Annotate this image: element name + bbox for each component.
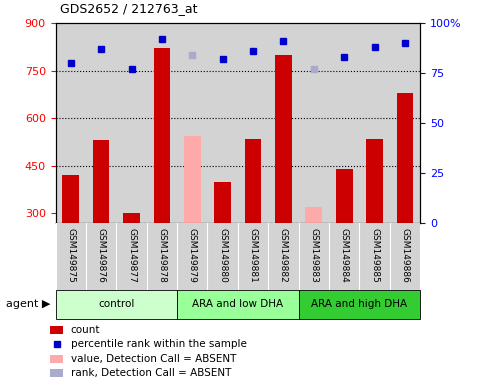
Text: GSM149885: GSM149885 (370, 228, 379, 283)
Bar (123, 213, 140, 223)
Text: rank, Detection Call = ABSENT: rank, Detection Call = ABSENT (71, 368, 231, 378)
Text: control: control (98, 299, 134, 310)
Bar (397, 93, 413, 223)
FancyBboxPatch shape (298, 290, 420, 319)
Text: agent ▶: agent ▶ (6, 299, 51, 310)
Bar (50, 369, 63, 377)
FancyBboxPatch shape (56, 290, 177, 319)
Bar (305, 207, 322, 223)
Bar (184, 136, 200, 223)
Text: ARA and high DHA: ARA and high DHA (312, 299, 408, 310)
Text: GSM149879: GSM149879 (188, 228, 197, 283)
Text: GDS2652 / 212763_at: GDS2652 / 212763_at (60, 2, 198, 15)
FancyBboxPatch shape (177, 290, 298, 319)
Text: GSM149884: GSM149884 (340, 228, 349, 283)
Text: GSM149880: GSM149880 (218, 228, 227, 283)
Bar (62, 175, 79, 223)
Text: GSM149883: GSM149883 (309, 228, 318, 283)
Bar (154, 48, 170, 223)
Text: GSM149886: GSM149886 (400, 228, 410, 283)
Text: count: count (71, 325, 100, 335)
Text: ARA and low DHA: ARA and low DHA (192, 299, 284, 310)
Text: value, Detection Call = ABSENT: value, Detection Call = ABSENT (71, 354, 236, 364)
Bar (336, 169, 353, 223)
Bar (50, 326, 63, 334)
Text: GSM149881: GSM149881 (249, 228, 257, 283)
Bar (245, 139, 261, 223)
Bar (50, 354, 63, 362)
Text: GSM149875: GSM149875 (66, 228, 75, 283)
Text: percentile rank within the sample: percentile rank within the sample (71, 339, 247, 349)
Text: GSM149878: GSM149878 (157, 228, 167, 283)
Bar (93, 140, 110, 223)
Bar (275, 55, 292, 223)
Bar (366, 139, 383, 223)
Text: GSM149876: GSM149876 (97, 228, 106, 283)
Text: GSM149877: GSM149877 (127, 228, 136, 283)
Text: GSM149882: GSM149882 (279, 228, 288, 283)
Bar (214, 182, 231, 223)
